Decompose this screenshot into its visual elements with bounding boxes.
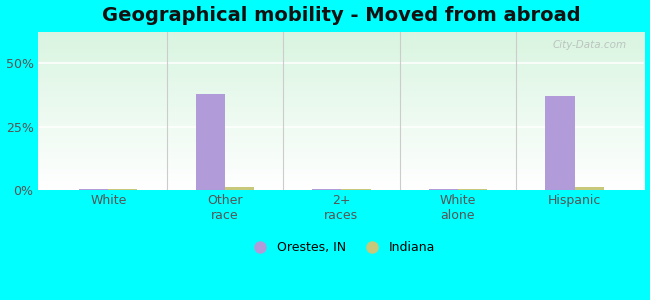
Bar xyxy=(458,189,487,190)
Bar xyxy=(312,189,341,190)
Bar xyxy=(341,189,370,190)
Bar xyxy=(575,187,604,190)
Bar xyxy=(109,189,138,190)
Bar xyxy=(225,187,254,190)
Title: Geographical mobility - Moved from abroad: Geographical mobility - Moved from abroa… xyxy=(102,6,580,25)
Bar xyxy=(545,96,575,190)
Bar xyxy=(79,188,109,190)
Bar xyxy=(196,94,225,190)
Text: City-Data.com: City-Data.com xyxy=(552,40,626,50)
Legend: Orestes, IN, Indiana: Orestes, IN, Indiana xyxy=(242,236,441,260)
Bar xyxy=(429,188,458,190)
